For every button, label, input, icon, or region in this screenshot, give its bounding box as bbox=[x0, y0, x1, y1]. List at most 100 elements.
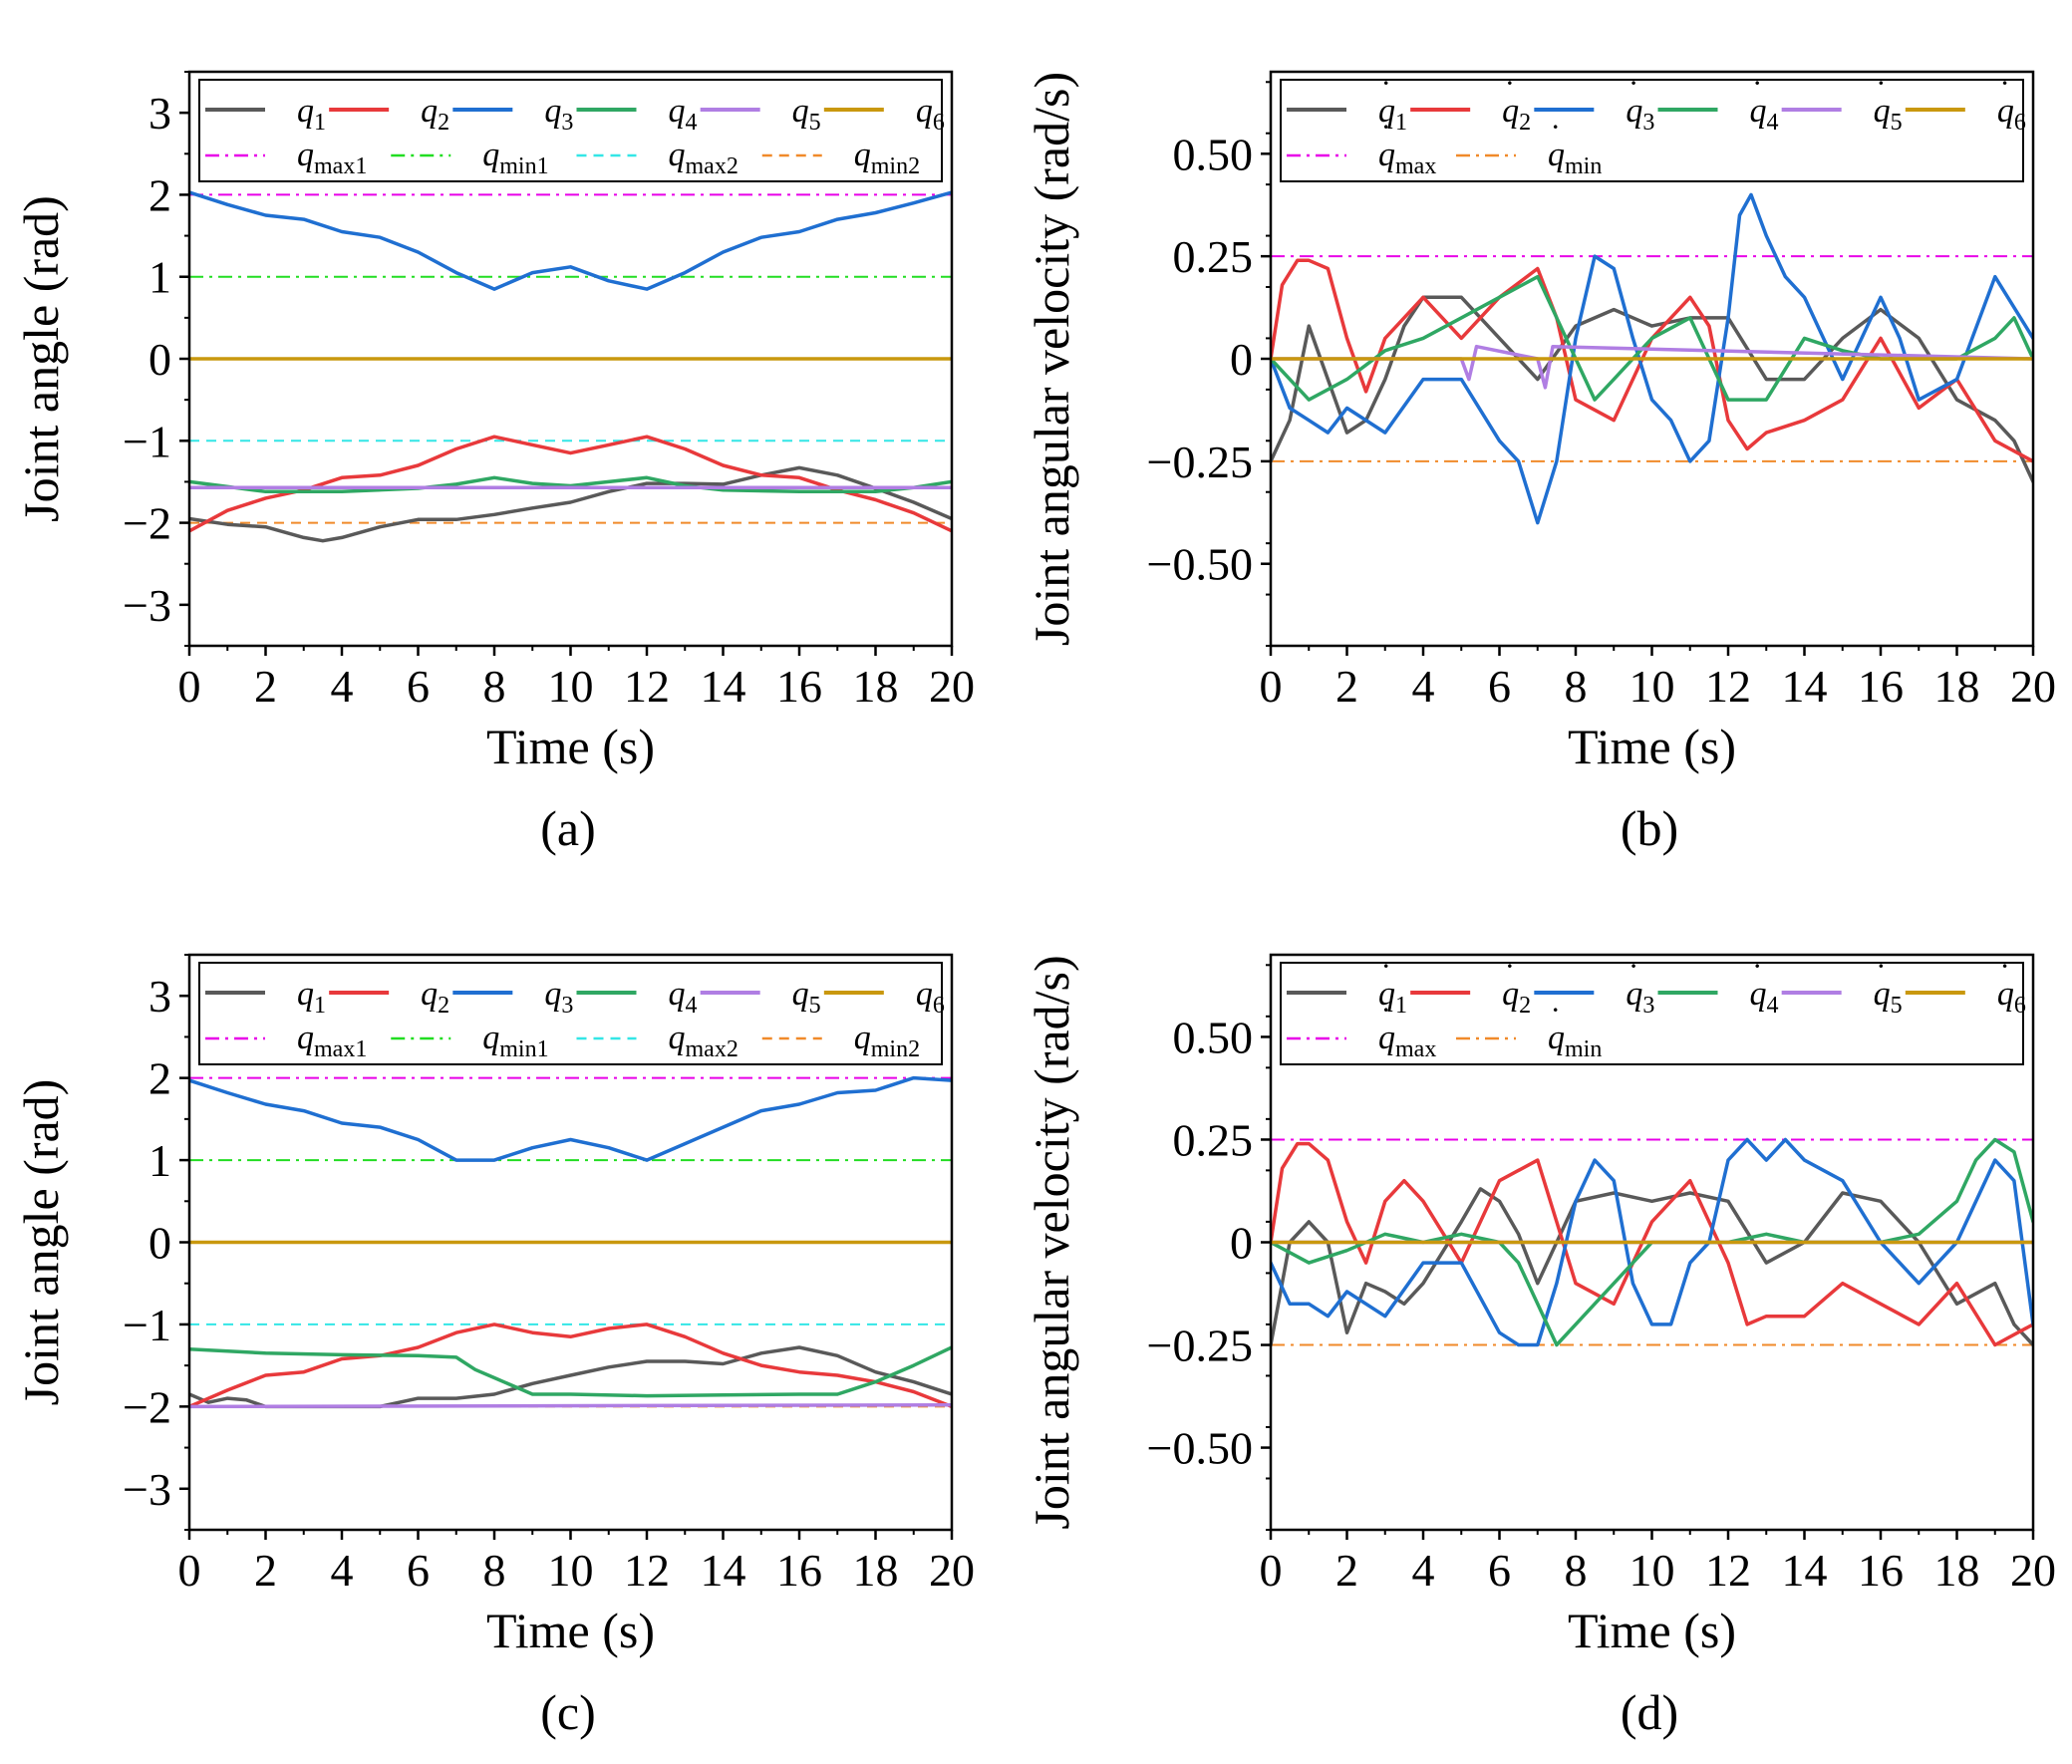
x-tick-label: 4 bbox=[331, 661, 354, 712]
x-tick-label: 16 bbox=[776, 1545, 822, 1596]
dot-accent: ˙ bbox=[1876, 958, 1887, 995]
x-tick-label: 8 bbox=[1565, 1545, 1588, 1596]
x-tick-label: 16 bbox=[776, 661, 822, 712]
x-tick-label: 10 bbox=[548, 661, 594, 712]
legend-label-dq2: q2 bbox=[1502, 976, 1531, 1019]
series-line-q4 bbox=[189, 475, 952, 494]
y-tick-label: −0.25 bbox=[1147, 1321, 1253, 1371]
x-tick-label: 0 bbox=[1260, 1545, 1283, 1596]
y-tick-label: −1 bbox=[123, 1300, 171, 1350]
x-axis-label: Time (s) bbox=[486, 1603, 655, 1658]
dot-accent: ˙ bbox=[1550, 1002, 1561, 1038]
x-tick-label: 6 bbox=[407, 1545, 430, 1596]
x-tick-label: 18 bbox=[853, 661, 899, 712]
series-line-dq2 bbox=[1271, 258, 2033, 463]
x-tick-label: 8 bbox=[483, 661, 506, 712]
x-tick-label: 18 bbox=[1934, 661, 1980, 712]
legend-label-dq2: q2 bbox=[1502, 93, 1531, 136]
x-tick-label: 0 bbox=[178, 1545, 201, 1596]
x-tick-label: 14 bbox=[1782, 1545, 1828, 1596]
y-tick-label: −0.25 bbox=[1147, 437, 1253, 487]
series-line-dq3 bbox=[1271, 1137, 2033, 1347]
legend-label-dq3: q3 bbox=[1626, 976, 1654, 1019]
x-tick-label: 12 bbox=[624, 661, 670, 712]
dot-accent: ˙ bbox=[1752, 75, 1763, 112]
y-tick-label: 0 bbox=[1230, 334, 1253, 385]
y-tick-label: −3 bbox=[123, 580, 171, 631]
x-tick-label: 6 bbox=[1488, 1545, 1511, 1596]
y-tick-label: 2 bbox=[148, 169, 171, 220]
y-axis-label: Joint angular velocity (rad/s) bbox=[1024, 72, 1079, 646]
dot-accent: ˙ bbox=[1628, 75, 1638, 112]
y-tick-label: 0.50 bbox=[1173, 129, 1254, 179]
y-tick-label: −3 bbox=[123, 1464, 171, 1515]
series-line-q5 bbox=[189, 1402, 952, 1409]
dot-accent: ˙ bbox=[1380, 1002, 1391, 1038]
x-tick-label: 20 bbox=[929, 1545, 975, 1596]
x-axis-label: Time (s) bbox=[1568, 1603, 1736, 1658]
dot-accent: ˙ bbox=[1550, 119, 1561, 155]
x-tick-label: 8 bbox=[1565, 661, 1588, 712]
x-tick-label: 10 bbox=[1629, 1545, 1675, 1596]
series-line-q1 bbox=[189, 465, 952, 543]
x-tick-label: 2 bbox=[254, 661, 277, 712]
x-tick-label: 18 bbox=[1934, 1545, 1980, 1596]
x-tick-label: 12 bbox=[1705, 1545, 1751, 1596]
dot-accent: ˙ bbox=[1380, 75, 1391, 112]
y-axis-label: Joint angle (rad) bbox=[13, 195, 69, 522]
dot-accent: ˙ bbox=[1380, 119, 1391, 155]
dot-accent: ˙ bbox=[1504, 75, 1515, 112]
y-tick-label: 1 bbox=[148, 252, 171, 303]
series-line-dq3 bbox=[1271, 192, 2033, 525]
y-tick-label: 3 bbox=[148, 971, 171, 1022]
series-line-q3 bbox=[189, 190, 952, 291]
series-group bbox=[189, 1075, 952, 1409]
x-tick-label: 4 bbox=[331, 1545, 354, 1596]
series-line-dq1 bbox=[1271, 295, 2033, 484]
y-tick-label: 0 bbox=[148, 334, 171, 385]
chart-panel-2: 0 2 4 6 8 10 12 14 16 18 20 0.50 0.25 0 −0.25 −0.50 Time… bbox=[1024, 70, 2056, 856]
series-line-q3 bbox=[189, 1075, 952, 1162]
y-tick-label: 1 bbox=[148, 1135, 171, 1186]
y-axis-label: Joint angle (rad) bbox=[13, 1079, 69, 1406]
x-tick-label: 14 bbox=[1782, 661, 1828, 712]
x-tick-label: 14 bbox=[701, 661, 746, 712]
y-tick-label: 3 bbox=[148, 88, 171, 139]
series-line-q2 bbox=[189, 1323, 952, 1409]
panel-caption: (b) bbox=[1621, 800, 1678, 856]
x-tick-label: 20 bbox=[2010, 1545, 2056, 1596]
y-tick-label: −2 bbox=[123, 498, 171, 549]
y-tick-label: 0 bbox=[1230, 1218, 1253, 1269]
series-line-q2 bbox=[189, 435, 952, 533]
dot-accent: ˙ bbox=[1504, 958, 1515, 995]
x-tick-label: 2 bbox=[1335, 661, 1358, 712]
series-group bbox=[189, 190, 952, 543]
dot-accent: ˙ bbox=[1628, 958, 1638, 995]
series-line-dq2 bbox=[1271, 1141, 2033, 1347]
x-tick-label: 16 bbox=[1858, 1545, 1904, 1596]
chart-panel-4: 0 2 4 6 8 10 12 14 16 18 20 0.50 0.25 0 −0.25 −0.50 Time… bbox=[1024, 953, 2056, 1740]
series-line-q4 bbox=[189, 1345, 952, 1398]
x-tick-label: 10 bbox=[1629, 661, 1675, 712]
dot-accent: ˙ bbox=[1876, 75, 1887, 112]
legend-box bbox=[198, 79, 943, 182]
dot-accent: ˙ bbox=[1752, 958, 1763, 995]
y-tick-label: 0.50 bbox=[1173, 1012, 1254, 1062]
x-tick-label: 12 bbox=[624, 1545, 670, 1596]
dot-accent: ˙ bbox=[1380, 958, 1391, 995]
series-group bbox=[1271, 1137, 2033, 1347]
dot-accent: ˙ bbox=[1999, 75, 2010, 112]
x-axis-label: Time (s) bbox=[1568, 719, 1736, 774]
series-line-q1 bbox=[189, 1345, 952, 1409]
y-tick-label: 0.25 bbox=[1173, 231, 1254, 282]
legend-label-dqmin: qmin bbox=[1548, 1020, 1602, 1062]
x-tick-label: 14 bbox=[701, 1545, 746, 1596]
x-tick-label: 0 bbox=[1260, 661, 1283, 712]
x-tick-label: 4 bbox=[1412, 661, 1435, 712]
panel-caption: (c) bbox=[540, 1684, 596, 1740]
y-tick-label: −1 bbox=[123, 416, 171, 466]
